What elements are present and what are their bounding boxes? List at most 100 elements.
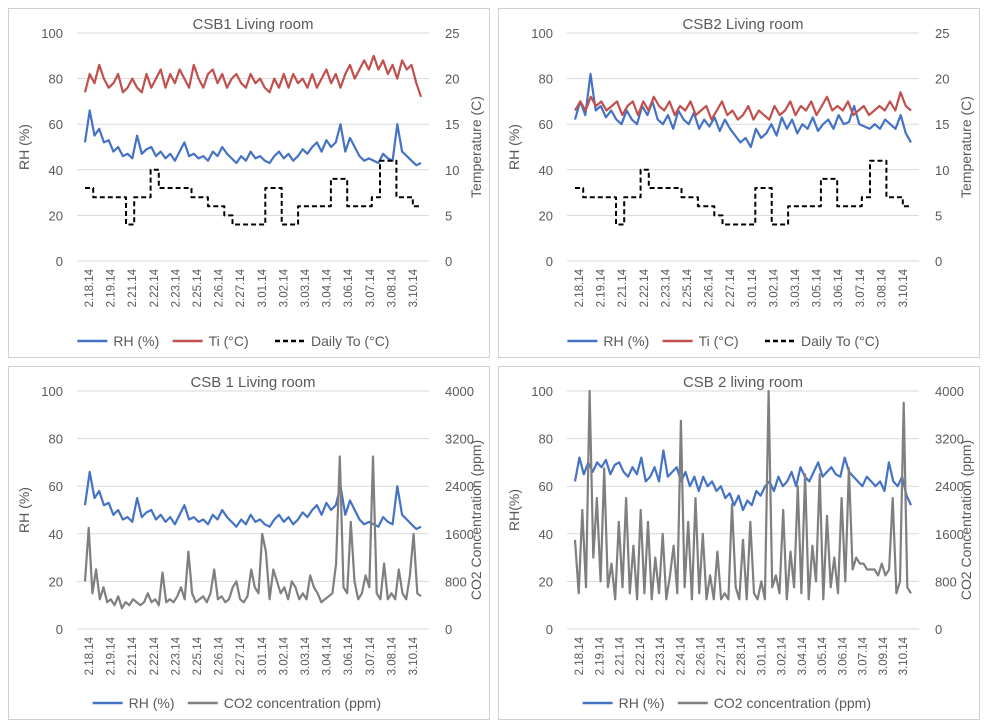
- y-axis-label: RH (%): [16, 487, 32, 533]
- legend-label: Ti (°C): [209, 333, 249, 349]
- x-tick-label: 3.07.14: [858, 636, 870, 675]
- series-line-rh: [573, 449, 912, 512]
- x-tick-label: 2.23.14: [170, 268, 182, 307]
- x-tick-label: 2.23.14: [655, 636, 667, 675]
- y-tick-label: 0: [546, 622, 553, 637]
- y2-tick-label: 15: [445, 117, 459, 132]
- x-tick-label: 2.25.14: [192, 636, 204, 675]
- y-tick-label: 0: [56, 622, 63, 637]
- x-tick-label: 3.02.14: [278, 636, 290, 675]
- y-tick-label: 0: [546, 254, 553, 269]
- y-axis-label: RH (%): [16, 124, 32, 170]
- y2-tick-label: 25: [445, 26, 459, 41]
- y2-tick-label: 2400: [935, 479, 964, 494]
- series-line-rh: [83, 470, 422, 531]
- x-tick-label: 3.04.14: [797, 636, 809, 675]
- x-tick-label: 3.08.14: [876, 268, 888, 307]
- x-tick-label: 3.03.14: [790, 268, 802, 307]
- y2-tick-label: 25: [935, 26, 949, 41]
- x-tick-label: 2.24.14: [675, 636, 687, 675]
- x-tick-label: 2.26.14: [696, 636, 708, 675]
- y-tick-label: 20: [49, 208, 63, 223]
- x-tick-label: 2.28.14: [736, 636, 748, 675]
- x-tick-label: 3.02.14: [768, 268, 780, 307]
- x-tick-label: 2.26.14: [704, 268, 716, 307]
- x-tick-label: 2.27.14: [235, 636, 247, 675]
- x-tick-label: 2.22.14: [149, 636, 161, 675]
- x-tick-label: 3.08.14: [386, 636, 398, 675]
- chart-title: CSB 2 living room: [683, 374, 803, 391]
- x-tick-label: 2.27.14: [235, 268, 247, 307]
- legend-label: Ti (°C): [699, 333, 739, 349]
- chart-panel-csb1-co2: CSB 1 Living room 0 0 20 800 40 1600 60 2400 80 32…: [8, 366, 490, 720]
- x-tick-label: 3.07.14: [365, 636, 377, 675]
- chart-title: CSB 1 Living room: [190, 374, 315, 391]
- y-axis-label: RH(%): [506, 489, 522, 531]
- chart-title: CSB1 Living room: [193, 16, 314, 33]
- y-tick-label: 60: [539, 479, 553, 494]
- y-tick-label: 60: [539, 117, 553, 132]
- x-tick-label: 3.02.14: [278, 268, 290, 307]
- series-line-ti: [574, 91, 912, 121]
- y2-tick-label: 4000: [445, 384, 474, 399]
- chart-svg-0: CSB1 Living room 0 0 20 5 40 10 60 15 80 20 100 25 RH…: [16, 16, 484, 349]
- y2-tick-label: 0: [445, 254, 452, 269]
- y-tick-label: 100: [41, 384, 63, 399]
- series-line-rh: [573, 72, 912, 149]
- x-tick-label: 3.06.14: [343, 636, 355, 675]
- x-tick-label: 3.10.14: [898, 636, 910, 675]
- series-line-rh: [83, 109, 422, 167]
- series-line-co2: [573, 389, 912, 601]
- x-tick-label: 3.09.14: [878, 636, 890, 675]
- y2-tick-label: 20: [935, 72, 949, 87]
- y-tick-label: 100: [41, 26, 63, 41]
- legend-label: CO2 concentration (ppm): [224, 695, 381, 711]
- y-tick-label: 80: [539, 72, 553, 87]
- x-tick-label: 3.04.14: [322, 268, 334, 307]
- y2-tick-label: 800: [935, 574, 957, 589]
- x-tick-label: 2.18.14: [84, 268, 96, 307]
- y-tick-label: 100: [531, 26, 553, 41]
- y2-tick-label: 0: [935, 254, 942, 269]
- y2-tick-label: 20: [445, 72, 459, 87]
- y-axis-label: RH (%): [506, 124, 522, 170]
- y-tick-label: 20: [49, 574, 63, 589]
- y2-tick-label: 0: [445, 622, 452, 637]
- x-tick-label: 3.01.14: [756, 636, 768, 675]
- x-tick-label: 2.27.14: [725, 268, 737, 307]
- series-line-to: [575, 159, 911, 226]
- y2-axis-label: Temperature (C): [468, 96, 484, 198]
- y2-tick-label: 4000: [935, 384, 964, 399]
- x-tick-label: 3.02.14: [777, 636, 789, 675]
- y2-tick-label: 5: [935, 208, 942, 223]
- legend-label: CO2 concentration (ppm): [714, 695, 871, 711]
- y-tick-label: 0: [56, 254, 63, 269]
- legend-label: RH (%): [129, 695, 175, 711]
- y-tick-label: 20: [539, 574, 553, 589]
- y-tick-label: 60: [49, 117, 63, 132]
- x-tick-label: 3.07.14: [855, 268, 867, 307]
- chart-panel-csb2-temperature: CSB2 Living room 0 0 20 5 40 10 60 15 80 20 100 25 RH…: [498, 8, 980, 358]
- y2-axis-label: Temperature (C): [958, 96, 974, 198]
- x-tick-label: 3.10.14: [408, 268, 420, 307]
- y2-tick-label: 2400: [445, 479, 474, 494]
- y2-tick-label: 10: [935, 163, 949, 178]
- y-tick-label: 40: [49, 163, 63, 178]
- x-tick-label: 3.01.14: [257, 636, 269, 675]
- x-tick-label: 3.03.14: [300, 636, 312, 675]
- x-tick-label: 3.06.14: [343, 268, 355, 307]
- series-line-co2: [83, 455, 422, 610]
- legend-label: Daily To (°C): [311, 333, 389, 349]
- series-line-to: [85, 159, 421, 226]
- y2-axis-label: CO2 Concentration (ppm): [958, 440, 974, 600]
- y2-tick-label: 15: [935, 117, 949, 132]
- x-tick-label: 2.21.14: [127, 268, 139, 307]
- chart-svg-1: CSB2 Living room 0 0 20 5 40 10 60 15 80 20 100 25 RH…: [506, 16, 974, 349]
- x-tick-label: 3.10.14: [898, 268, 910, 307]
- y2-tick-label: 3200: [935, 432, 964, 447]
- x-tick-label: 2.26.14: [214, 636, 226, 675]
- x-tick-label: 3.04.14: [322, 636, 334, 675]
- y-tick-label: 80: [49, 432, 63, 447]
- y-tick-label: 60: [49, 479, 63, 494]
